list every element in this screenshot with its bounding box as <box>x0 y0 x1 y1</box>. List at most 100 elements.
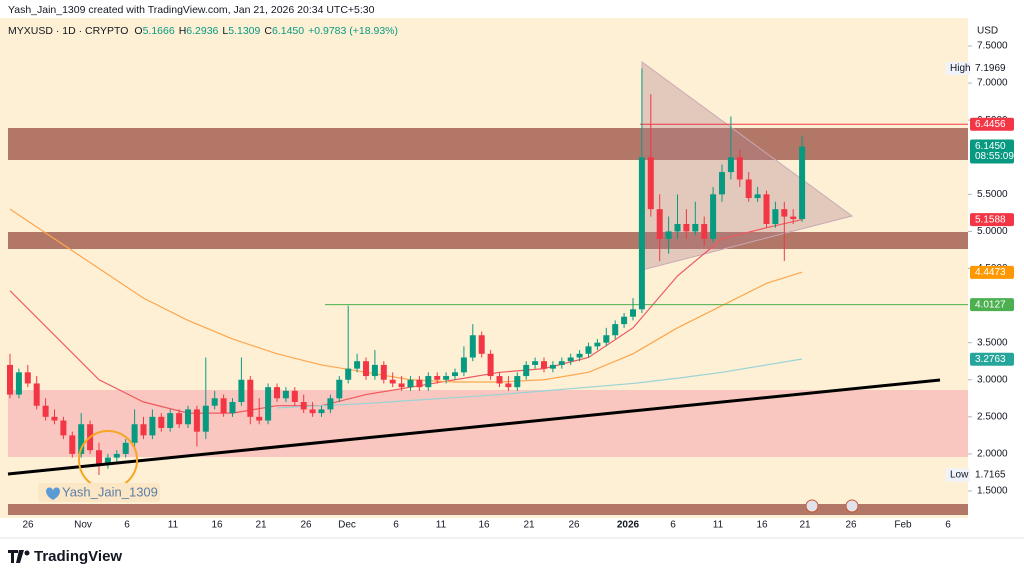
legend-value: +0.9783 (+18.93%) <box>308 25 398 37</box>
x-tick-label: 16 <box>211 520 223 531</box>
candle-body <box>140 424 147 436</box>
trendline <box>7 378 941 476</box>
candle-body <box>541 361 547 369</box>
x-tick-label: 11 <box>713 520 724 531</box>
candle-body <box>549 364 556 369</box>
candle-body <box>434 376 441 380</box>
price-tag <box>970 468 1014 482</box>
symbol: MYXUSD · 1D · CRYPTO <box>8 25 128 37</box>
candle-body <box>612 324 619 336</box>
candle-body <box>683 224 690 232</box>
x-tick-label: 26 <box>300 520 312 531</box>
resistance-zone <box>8 128 968 160</box>
watermark: Yash_Jain_1309 <box>62 484 158 499</box>
candle-body <box>763 194 770 224</box>
x-tick-label: 16 <box>478 520 490 531</box>
candle-body <box>505 383 512 388</box>
candle-body <box>754 194 761 199</box>
candle-body <box>202 405 209 432</box>
candle-body <box>719 172 725 195</box>
y-tick-label: 5.0000 <box>977 226 1008 237</box>
price-tag-caption: Low <box>950 470 969 481</box>
price-tag-caption-bg <box>946 468 970 482</box>
candle-body <box>24 372 31 384</box>
price-tag-countdown: 08:55:09 <box>975 151 1014 162</box>
candle-body <box>104 457 111 466</box>
x-tick-label: 6 <box>124 520 130 531</box>
candle-body <box>238 379 245 402</box>
y-tick-label: 2.0000 <box>977 449 1008 460</box>
price-tag-caption-bg <box>946 61 970 75</box>
candle-body <box>220 398 227 414</box>
candle-body <box>7 364 13 395</box>
candle-body <box>229 402 236 414</box>
x-tick-label: 21 <box>799 520 811 531</box>
candle-body <box>585 346 592 354</box>
price-tag <box>970 265 1014 279</box>
candle-body <box>487 353 494 377</box>
price-tag-label: 4.0127 <box>975 299 1006 310</box>
candle-body <box>318 409 325 414</box>
candle-body <box>265 387 272 421</box>
candle-body <box>167 413 174 428</box>
price-tag-caption: High <box>950 63 971 74</box>
candle-body <box>701 224 708 239</box>
watermark-box <box>38 483 160 502</box>
candle-body <box>113 453 120 458</box>
x-tick-label: 16 <box>756 520 768 531</box>
y-tick-label: 5.5000 <box>977 189 1008 200</box>
candle-body <box>460 357 467 373</box>
candle-body <box>621 316 628 325</box>
candle-body <box>149 416 156 436</box>
currency: USD <box>977 26 998 37</box>
heart-icon <box>46 487 60 500</box>
candle-body <box>389 379 396 384</box>
candle-body <box>799 146 806 220</box>
legend-key: H <box>179 25 187 37</box>
candle-body <box>185 409 191 425</box>
y-tick-label: 2.5000 <box>977 411 1008 422</box>
candle-body <box>256 416 263 421</box>
candle-body <box>425 376 432 388</box>
x-tick-label: 26 <box>845 520 857 531</box>
candle-body <box>452 372 458 377</box>
candle-body <box>122 442 129 454</box>
price-tag-label: 6.4456 <box>975 119 1006 130</box>
x-tick-label: 6 <box>670 520 676 531</box>
y-tick-label: 3.0000 <box>977 374 1008 385</box>
candle-body <box>336 379 343 399</box>
logo <box>8 550 24 563</box>
y-tick-label: 3.5000 <box>977 337 1008 348</box>
candle-body <box>327 398 334 410</box>
price-tag <box>970 139 1014 164</box>
candle-body <box>131 424 138 443</box>
candle-body <box>514 376 521 388</box>
candle-body <box>532 361 539 365</box>
candle-body <box>736 157 743 180</box>
candle-body <box>42 405 49 417</box>
price-tag-label: 7.1969 <box>975 63 1006 74</box>
candle-body <box>380 364 387 380</box>
price-tag-label: 4.4473 <box>975 267 1006 278</box>
legend-key: L <box>222 25 228 37</box>
y-tick-label: 7.5000 <box>977 41 1008 52</box>
candle-body <box>398 383 405 388</box>
event-icon <box>845 499 859 513</box>
candle-body <box>158 416 165 428</box>
candle-body <box>291 390 298 402</box>
candle-body <box>211 398 218 406</box>
candle-body <box>630 309 636 317</box>
moving-average <box>276 358 803 409</box>
candle-body <box>407 379 414 388</box>
y-tick-label: 7.0000 <box>977 78 1008 89</box>
price-tag-label: 6.1450 <box>975 141 1006 152</box>
candle-body <box>371 364 378 377</box>
candle-body <box>692 224 699 232</box>
candle-body <box>710 194 717 239</box>
price-tag <box>970 117 1014 131</box>
candle-body <box>15 372 22 395</box>
candle-body <box>772 209 779 224</box>
x-tick-label: 11 <box>168 520 179 531</box>
price-tag <box>970 213 1014 227</box>
candle-body <box>69 435 76 454</box>
